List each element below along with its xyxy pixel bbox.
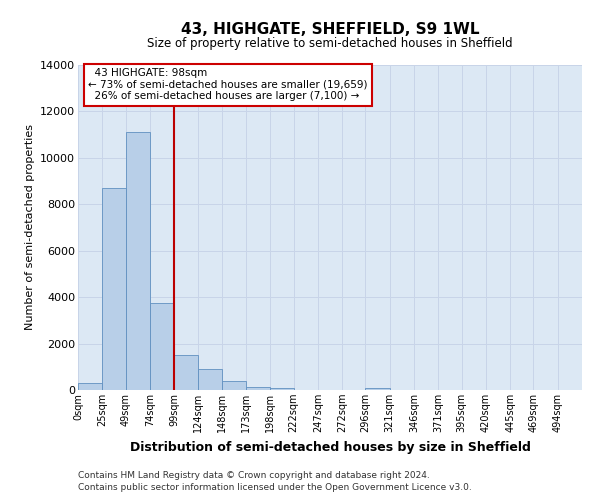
Bar xyxy=(365,388,390,390)
Text: Contains HM Land Registry data © Crown copyright and database right 2024.: Contains HM Land Registry data © Crown c… xyxy=(78,471,430,480)
Text: Size of property relative to semi-detached houses in Sheffield: Size of property relative to semi-detach… xyxy=(147,38,513,51)
Bar xyxy=(150,303,174,390)
Y-axis label: Number of semi-detached properties: Number of semi-detached properties xyxy=(25,124,35,330)
Bar xyxy=(174,355,199,390)
Bar xyxy=(270,388,293,390)
X-axis label: Distribution of semi-detached houses by size in Sheffield: Distribution of semi-detached houses by … xyxy=(130,440,530,454)
Bar xyxy=(199,369,222,390)
Bar xyxy=(222,380,246,390)
Text: 43, HIGHGATE, SHEFFIELD, S9 1WL: 43, HIGHGATE, SHEFFIELD, S9 1WL xyxy=(181,22,479,38)
Bar xyxy=(78,383,102,390)
Text: 43 HIGHGATE: 98sqm
← 73% of semi-detached houses are smaller (19,659)
  26% of s: 43 HIGHGATE: 98sqm ← 73% of semi-detache… xyxy=(88,68,368,102)
Text: Contains public sector information licensed under the Open Government Licence v3: Contains public sector information licen… xyxy=(78,484,472,492)
Bar xyxy=(246,386,270,390)
Bar xyxy=(125,132,150,390)
Bar xyxy=(102,188,125,390)
